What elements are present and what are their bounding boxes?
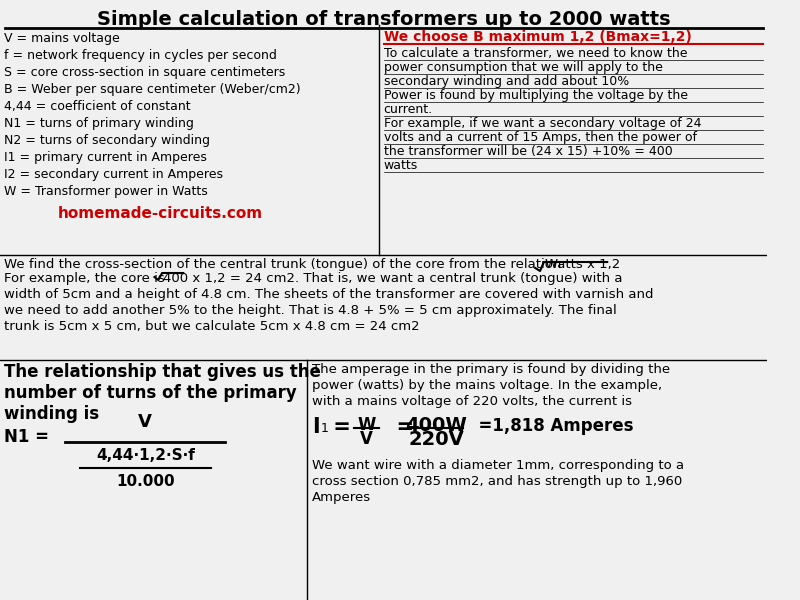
Text: B = Weber per square centimeter (Weber/cm2): B = Weber per square centimeter (Weber/c… xyxy=(4,83,301,96)
Text: S = core cross-section in square centimeters: S = core cross-section in square centime… xyxy=(4,66,285,79)
Text: the transformer will be (24 x 15) +10% = 400: the transformer will be (24 x 15) +10% =… xyxy=(384,145,673,158)
Text: 10.000: 10.000 xyxy=(116,474,174,489)
Text: N2 = turns of secondary winding: N2 = turns of secondary winding xyxy=(4,134,210,147)
Text: 1: 1 xyxy=(320,422,328,435)
Text: with a mains voltage of 220 volts, the current is: with a mains voltage of 220 volts, the c… xyxy=(312,395,632,408)
Text: 400 x 1,2 = 24 cm2. That is, we want a central trunk (tongue) with a: 400 x 1,2 = 24 cm2. That is, we want a c… xyxy=(163,272,622,285)
Text: trunk is 5cm x 5 cm, but we calculate 5cm x 4.8 cm = 24 cm2: trunk is 5cm x 5 cm, but we calculate 5c… xyxy=(4,320,419,333)
Text: 220V: 220V xyxy=(409,430,464,449)
Text: Power is found by multiplying the voltage by the: Power is found by multiplying the voltag… xyxy=(384,89,688,102)
Text: For example, the core is: For example, the core is xyxy=(4,272,169,285)
Text: cross section 0,785 mm2, and has strength up to 1,960: cross section 0,785 mm2, and has strengt… xyxy=(312,475,682,488)
Text: f = network frequency in cycles per second: f = network frequency in cycles per seco… xyxy=(4,49,277,62)
Text: power (watts) by the mains voltage. In the example,: power (watts) by the mains voltage. In t… xyxy=(312,379,662,392)
Text: power consumption that we will apply to the: power consumption that we will apply to … xyxy=(384,61,662,74)
Text: V: V xyxy=(138,413,152,431)
Text: I: I xyxy=(312,417,319,437)
Text: Watts x 1,2: Watts x 1,2 xyxy=(545,258,620,271)
Text: Amperes: Amperes xyxy=(312,491,371,504)
Text: =: = xyxy=(326,417,358,437)
Text: To calculate a transformer, we need to know the: To calculate a transformer, we need to k… xyxy=(384,47,687,60)
Text: For example, if we want a secondary voltage of 24: For example, if we want a secondary volt… xyxy=(384,117,701,130)
Text: 4,44·1,2·S·f: 4,44·1,2·S·f xyxy=(96,448,194,463)
Text: watts: watts xyxy=(384,159,418,172)
Text: width of 5cm and a height of 4.8 cm. The sheets of the transformer are covered w: width of 5cm and a height of 4.8 cm. The… xyxy=(4,288,654,301)
Text: The amperage in the primary is found by dividing the: The amperage in the primary is found by … xyxy=(312,363,670,376)
Text: I2 = secondary current in Amperes: I2 = secondary current in Amperes xyxy=(4,168,223,181)
Text: V = mains voltage: V = mains voltage xyxy=(4,32,119,45)
Text: The relationship that gives us the
number of turns of the primary
winding is: The relationship that gives us the numbe… xyxy=(4,363,321,422)
Text: secondary winding and add about 10%: secondary winding and add about 10% xyxy=(384,75,629,88)
Text: W: W xyxy=(358,416,376,434)
Text: W = Transformer power in Watts: W = Transformer power in Watts xyxy=(4,185,207,198)
Text: Simple calculation of transformers up to 2000 watts: Simple calculation of transformers up to… xyxy=(97,10,670,29)
Text: current.: current. xyxy=(384,103,433,116)
Text: 400W: 400W xyxy=(406,416,467,435)
Text: We want wire with a diameter 1mm, corresponding to a: We want wire with a diameter 1mm, corres… xyxy=(312,459,684,472)
Text: homemade-circuits.com: homemade-circuits.com xyxy=(58,206,262,221)
Text: we need to add another 5% to the height. That is 4.8 + 5% = 5 cm approximately. : we need to add another 5% to the height.… xyxy=(4,304,617,317)
Text: We find the cross-section of the central trunk (tongue) of the core from the rel: We find the cross-section of the central… xyxy=(4,258,562,271)
Text: =1,818 Amperes: =1,818 Amperes xyxy=(467,417,634,435)
Text: V: V xyxy=(360,430,373,448)
Text: We choose B maximum 1,2 (Bmax=1,2): We choose B maximum 1,2 (Bmax=1,2) xyxy=(384,30,691,44)
Text: N1 = turns of primary winding: N1 = turns of primary winding xyxy=(4,117,194,130)
Text: =: = xyxy=(382,417,421,437)
Text: I1 = primary current in Amperes: I1 = primary current in Amperes xyxy=(4,151,206,164)
Text: N1 =: N1 = xyxy=(4,428,54,446)
Text: 4,44 = coefficient of constant: 4,44 = coefficient of constant xyxy=(4,100,190,113)
Text: volts and a current of 15 Amps, then the power of: volts and a current of 15 Amps, then the… xyxy=(384,131,697,144)
